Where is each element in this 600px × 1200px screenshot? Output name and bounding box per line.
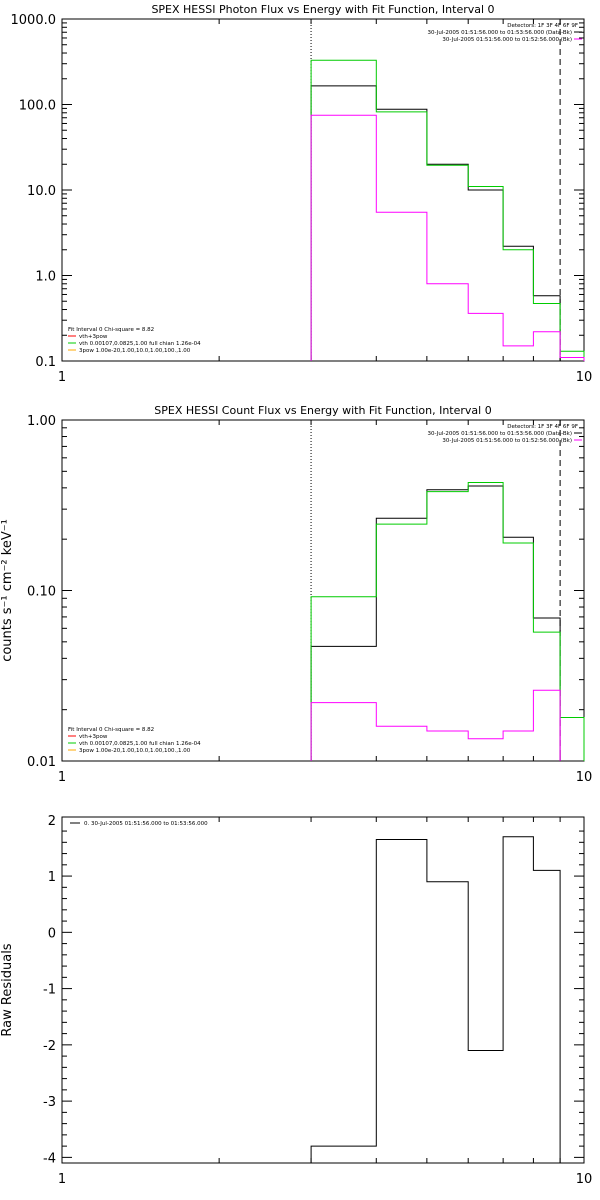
legend-entry: Detectors: 1F 3F 4F 6F 9F (507, 424, 578, 430)
chart-panel-3: Raw Residuals 1 10 -4 -3 -2 -1 0 1 2 0. 30-Jul-200… (0, 814, 592, 1187)
x-tick-label: 10 (576, 1172, 593, 1187)
y-axis-label: counts s⁻¹ cm⁻² keV⁻¹ (0, 519, 15, 662)
series-1-steps (310, 85, 561, 361)
legend-entry: vth 0.00107,0.0825,1.00 full chian 1.26e… (79, 741, 201, 747)
y-tick-label: 100.0 (19, 99, 56, 114)
y-tick-label: 0 (48, 926, 56, 941)
y-tick-label: 1.00 (27, 414, 56, 429)
chart-title: SPEX HESSI Count Flux vs Energy with Fit… (154, 404, 491, 417)
y-tick-label: -4 (43, 1151, 56, 1166)
legend-entry: 30-Jul-2005 01:51:56.000 to 01:52:56.000… (442, 438, 572, 444)
chart-panel-1: SPEX HESSI Photon Flux vs Energy with Fi… (11, 3, 593, 385)
plot-frame (61, 816, 585, 1164)
plot-frame (61, 419, 585, 762)
series-2-steps (310, 59, 585, 361)
series-1-steps (310, 836, 561, 1163)
x-tick-label: 1 (58, 370, 66, 385)
y-tick-label: 1000.0 (11, 13, 57, 28)
x-tick-label: 1 (58, 1172, 66, 1187)
y-tick-label: -2 (43, 1039, 56, 1054)
y-tick-label: 1.0 (35, 270, 56, 285)
x-tick-label: 10 (576, 370, 593, 385)
legend-entry: vth+3pow (79, 734, 108, 740)
legend-entry: Fit Interval 0 Chi-square = 8.82 (68, 727, 154, 733)
plot-frame (61, 18, 585, 362)
y-tick-label: -3 (43, 1095, 56, 1110)
y-tick-label: 1 (48, 870, 56, 885)
y-tick-label: 2 (48, 814, 56, 829)
y-axis-label: Raw Residuals (0, 943, 15, 1036)
series-3-steps (310, 114, 585, 361)
legend-entry: 3pow 1.00e-20,1.00,10.0,1.00,100.,1.00 (79, 748, 191, 754)
x-tick-label: 1 (58, 770, 66, 785)
y-tick-label: 10.0 (27, 184, 56, 199)
legend-entry: vth 0.00107,0.0825,1.00 full chian 1.26e… (79, 341, 201, 347)
legend-entry: Fit Interval 0 Chi-square = 8.82 (68, 327, 154, 333)
y-tick-label: 0.1 (35, 355, 56, 370)
legend-entry: vth+3pow (79, 334, 108, 340)
legend-entry: Detectors: 1F 3F 4F 6F 9F (507, 23, 578, 29)
y-tick-label: -1 (43, 983, 56, 998)
legend-entry: 30-Jul-2005 01:51:56.000 to 01:52:56.000… (442, 37, 572, 43)
series-3-steps (310, 689, 561, 761)
legend-entry: 30-Jul-2005 01:51:56.000 to 01:53:56.000… (428, 30, 573, 36)
x-tick-label: 10 (576, 770, 593, 785)
series-1-steps (310, 485, 561, 761)
chart-title: SPEX HESSI Photon Flux vs Energy with Fi… (151, 3, 494, 16)
y-tick-label: 0.10 (27, 585, 56, 600)
y-tick-label: 0.01 (27, 755, 56, 770)
legend-entry: 3pow 1.00e-20,1.00,10.0,1.00,100.,1.00 (79, 348, 191, 354)
series-2-steps (310, 482, 585, 761)
chart-panel-2: SPEX HESSI Count Flux vs Energy with Fit… (0, 404, 592, 785)
legend-entry: 0. 30-Jul-2005 01:51:56.000 to 01:53:56.… (84, 821, 208, 827)
legend-entry: 30-Jul-2005 01:51:56.000 to 01:53:56.000… (428, 431, 573, 437)
